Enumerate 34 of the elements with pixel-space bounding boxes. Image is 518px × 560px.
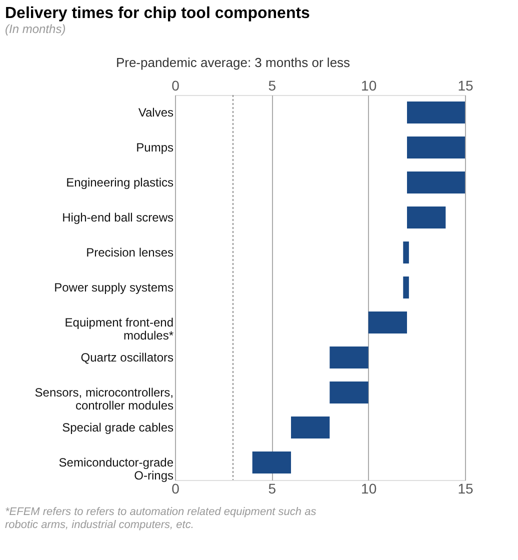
y-tick-label: Equipment front-end modules* — [64, 316, 174, 342]
bar — [403, 276, 409, 298]
x2-tick-label: 0 — [172, 78, 180, 94]
ref-line-label: Pre-pandemic average: 3 months or less — [116, 55, 351, 70]
x-tick-label: 10 — [361, 480, 377, 496]
text: (In months) — [5, 22, 66, 36]
bar — [330, 382, 368, 404]
y-tick-label: High-end ball screws — [62, 210, 174, 224]
x2-tick-label: 10 — [361, 78, 377, 94]
bar — [291, 416, 330, 438]
bar — [403, 242, 409, 264]
x-tick-label: 0 — [172, 480, 180, 496]
bar — [407, 136, 465, 158]
bar — [252, 452, 291, 474]
bar — [330, 346, 368, 368]
bar — [407, 206, 446, 228]
bar — [407, 102, 465, 124]
x-tick-label: 5 — [268, 480, 276, 496]
y-tick-label: Quartz oscillators — [80, 350, 174, 364]
y-tick-label: Power supply systems — [54, 280, 174, 294]
y-tick-label: Sensors, microcontrollers, controller modules — [34, 386, 174, 412]
y-tick-label: Precision lenses — [86, 246, 174, 260]
text: *EFEM refers to refers to automation related equipment such as robotic arms, industrial computers, etc. — [5, 506, 317, 531]
y-tick-label: Special grade cables — [62, 420, 174, 434]
x2-tick-label: 15 — [458, 78, 474, 94]
x-tick-label: 15 — [458, 480, 474, 496]
y-tick-label: Semiconductor-grade O-rings — [58, 456, 174, 482]
y-tick-label: Engineering plastics — [66, 176, 174, 190]
x2-tick-label: 5 — [268, 78, 276, 94]
y-tick-label: Pumps — [136, 140, 174, 154]
y-tick-label: Valves — [138, 106, 174, 120]
bar — [407, 172, 465, 194]
bar — [368, 312, 407, 334]
chart-title: Delivery times for chip tool components — [5, 5, 310, 22]
